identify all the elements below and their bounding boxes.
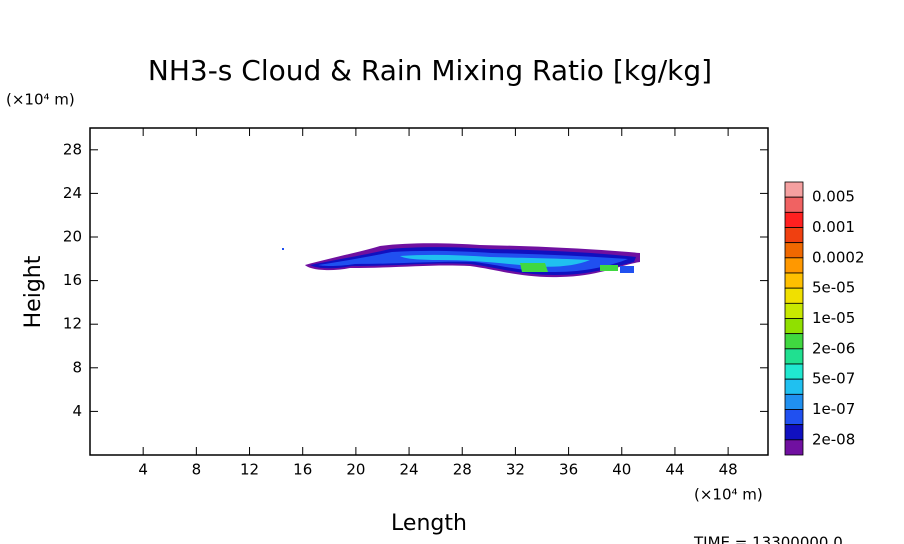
colorbar-swatch — [784, 318, 804, 335]
colorbar-swatch — [784, 409, 804, 426]
colorbar-swatch — [784, 287, 804, 304]
y-tick-label: 24 — [63, 184, 82, 202]
colorbar-swatch — [784, 363, 804, 380]
chart-title: NH3-s Cloud & Rain Mixing Ratio [kg/kg] — [148, 54, 712, 87]
colorbar-label: 2e-08 — [812, 430, 855, 448]
x-tick-label: 24 — [400, 461, 419, 479]
x-unit: (×10⁴ m) — [694, 486, 763, 504]
y-tick-label: 20 — [63, 228, 82, 246]
x-tick-label: 36 — [559, 461, 578, 479]
contour-fill — [520, 263, 618, 272]
x-tick-label: 4 — [138, 461, 148, 479]
x-tick-label: 16 — [293, 461, 312, 479]
colorbar-swatch — [784, 348, 804, 365]
colorbar-swatch — [784, 272, 804, 289]
contour-field — [282, 243, 640, 278]
y-tick-label: 4 — [72, 402, 82, 420]
x-tick-label: 28 — [453, 461, 472, 479]
colorbar-swatch — [784, 227, 804, 244]
x-tick-label: 44 — [665, 461, 684, 479]
colorbar-label: 0.005 — [812, 188, 855, 206]
colorbar-label: 2e-06 — [812, 339, 855, 357]
colorbar-swatch — [784, 196, 804, 213]
x-tick-label: 8 — [192, 461, 202, 479]
colorbar-label: 1e-05 — [812, 309, 855, 327]
colorbar-swatch — [784, 439, 804, 456]
colorbar-swatch — [784, 181, 804, 198]
x-tick-label: 20 — [346, 461, 365, 479]
colorbar-swatch — [784, 242, 804, 259]
colorbar-swatch — [784, 302, 804, 319]
y-unit: (×10⁴ m) — [6, 91, 75, 109]
footer-time: TIME = 13300000.0 — [693, 534, 843, 544]
y-axis-label: Height — [21, 255, 46, 328]
colorbar-label: 0.0002 — [812, 248, 865, 266]
colorbar-label: 5e-05 — [812, 279, 855, 297]
colorbar-swatch — [784, 393, 804, 410]
y-tick-label: 12 — [63, 315, 82, 333]
y-tick-label: 16 — [63, 271, 82, 289]
colorbar-swatch — [784, 333, 804, 350]
x-tick-label: 40 — [612, 461, 631, 479]
y-tick-label: 28 — [63, 140, 82, 158]
colorbar-label: 0.001 — [812, 218, 855, 236]
colorbar-swatch — [784, 378, 804, 395]
colorbar-swatch — [784, 424, 804, 441]
colorbar-label: 1e-07 — [812, 400, 855, 418]
x-tick-label: 12 — [240, 461, 259, 479]
colorbar-swatch — [784, 257, 804, 274]
y-tick-label: 8 — [72, 358, 82, 376]
plot-frame — [89, 127, 769, 456]
x-axis-label: Length — [391, 511, 467, 536]
x-tick-label: 48 — [719, 461, 738, 479]
colorbar-swatch — [784, 211, 804, 228]
colorbar-label: 5e-07 — [812, 370, 855, 388]
x-tick-label: 32 — [506, 461, 525, 479]
